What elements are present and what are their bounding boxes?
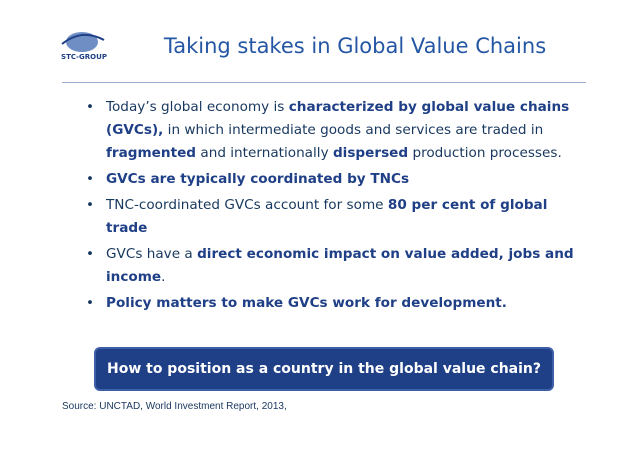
- bold-text: 80 per cent of global trade: [106, 197, 548, 236]
- logo: STC-GROUP: [61, 32, 107, 61]
- bullet-list: Today’s global economy is characterized …: [86, 96, 574, 318]
- bullet: GVCs have a direct economic impact on va…: [86, 243, 574, 289]
- bullet: Policy matters to make GVCs work for dev…: [86, 292, 574, 315]
- logo-swoosh: [61, 33, 105, 45]
- text: .: [161, 269, 166, 285]
- logo-text: STC-GROUP: [61, 53, 107, 61]
- text: production processes.: [408, 145, 562, 161]
- bold-text: fragmented: [106, 145, 197, 161]
- source-note: Source: UNCTAD, World Investment Report,…: [62, 401, 287, 412]
- bullet: Today’s global economy is characterized …: [86, 96, 574, 165]
- bold-text: characterized by global value chains (GV…: [106, 99, 570, 138]
- bullet: GVCs are typically coordinated by TNCs: [86, 168, 574, 191]
- title-rule: [62, 82, 586, 83]
- bold-text: dispersed: [332, 145, 409, 161]
- bullet: TNC-coordinated GVCs account for some 80…: [86, 194, 574, 240]
- bold-text: direct economic impact on value added, j…: [106, 246, 574, 285]
- text: and internationally: [196, 145, 333, 161]
- callout-box: How to position as a country in the glob…: [94, 347, 554, 391]
- slide-title: Taking stakes in Global Value Chains: [163, 34, 547, 58]
- text: TNC-coordinated GVCs account for some: [106, 197, 388, 213]
- text: in which intermediate goods and services…: [163, 122, 544, 138]
- callout-text: How to position as a country in the glob…: [106, 361, 542, 377]
- text: Today’s global economy is: [106, 99, 289, 115]
- bold-text: Policy matters to make GVCs work for dev…: [106, 295, 507, 311]
- text: GVCs have a: [106, 246, 198, 262]
- bold-text: GVCs are typically coordinated by TNCs: [106, 171, 410, 187]
